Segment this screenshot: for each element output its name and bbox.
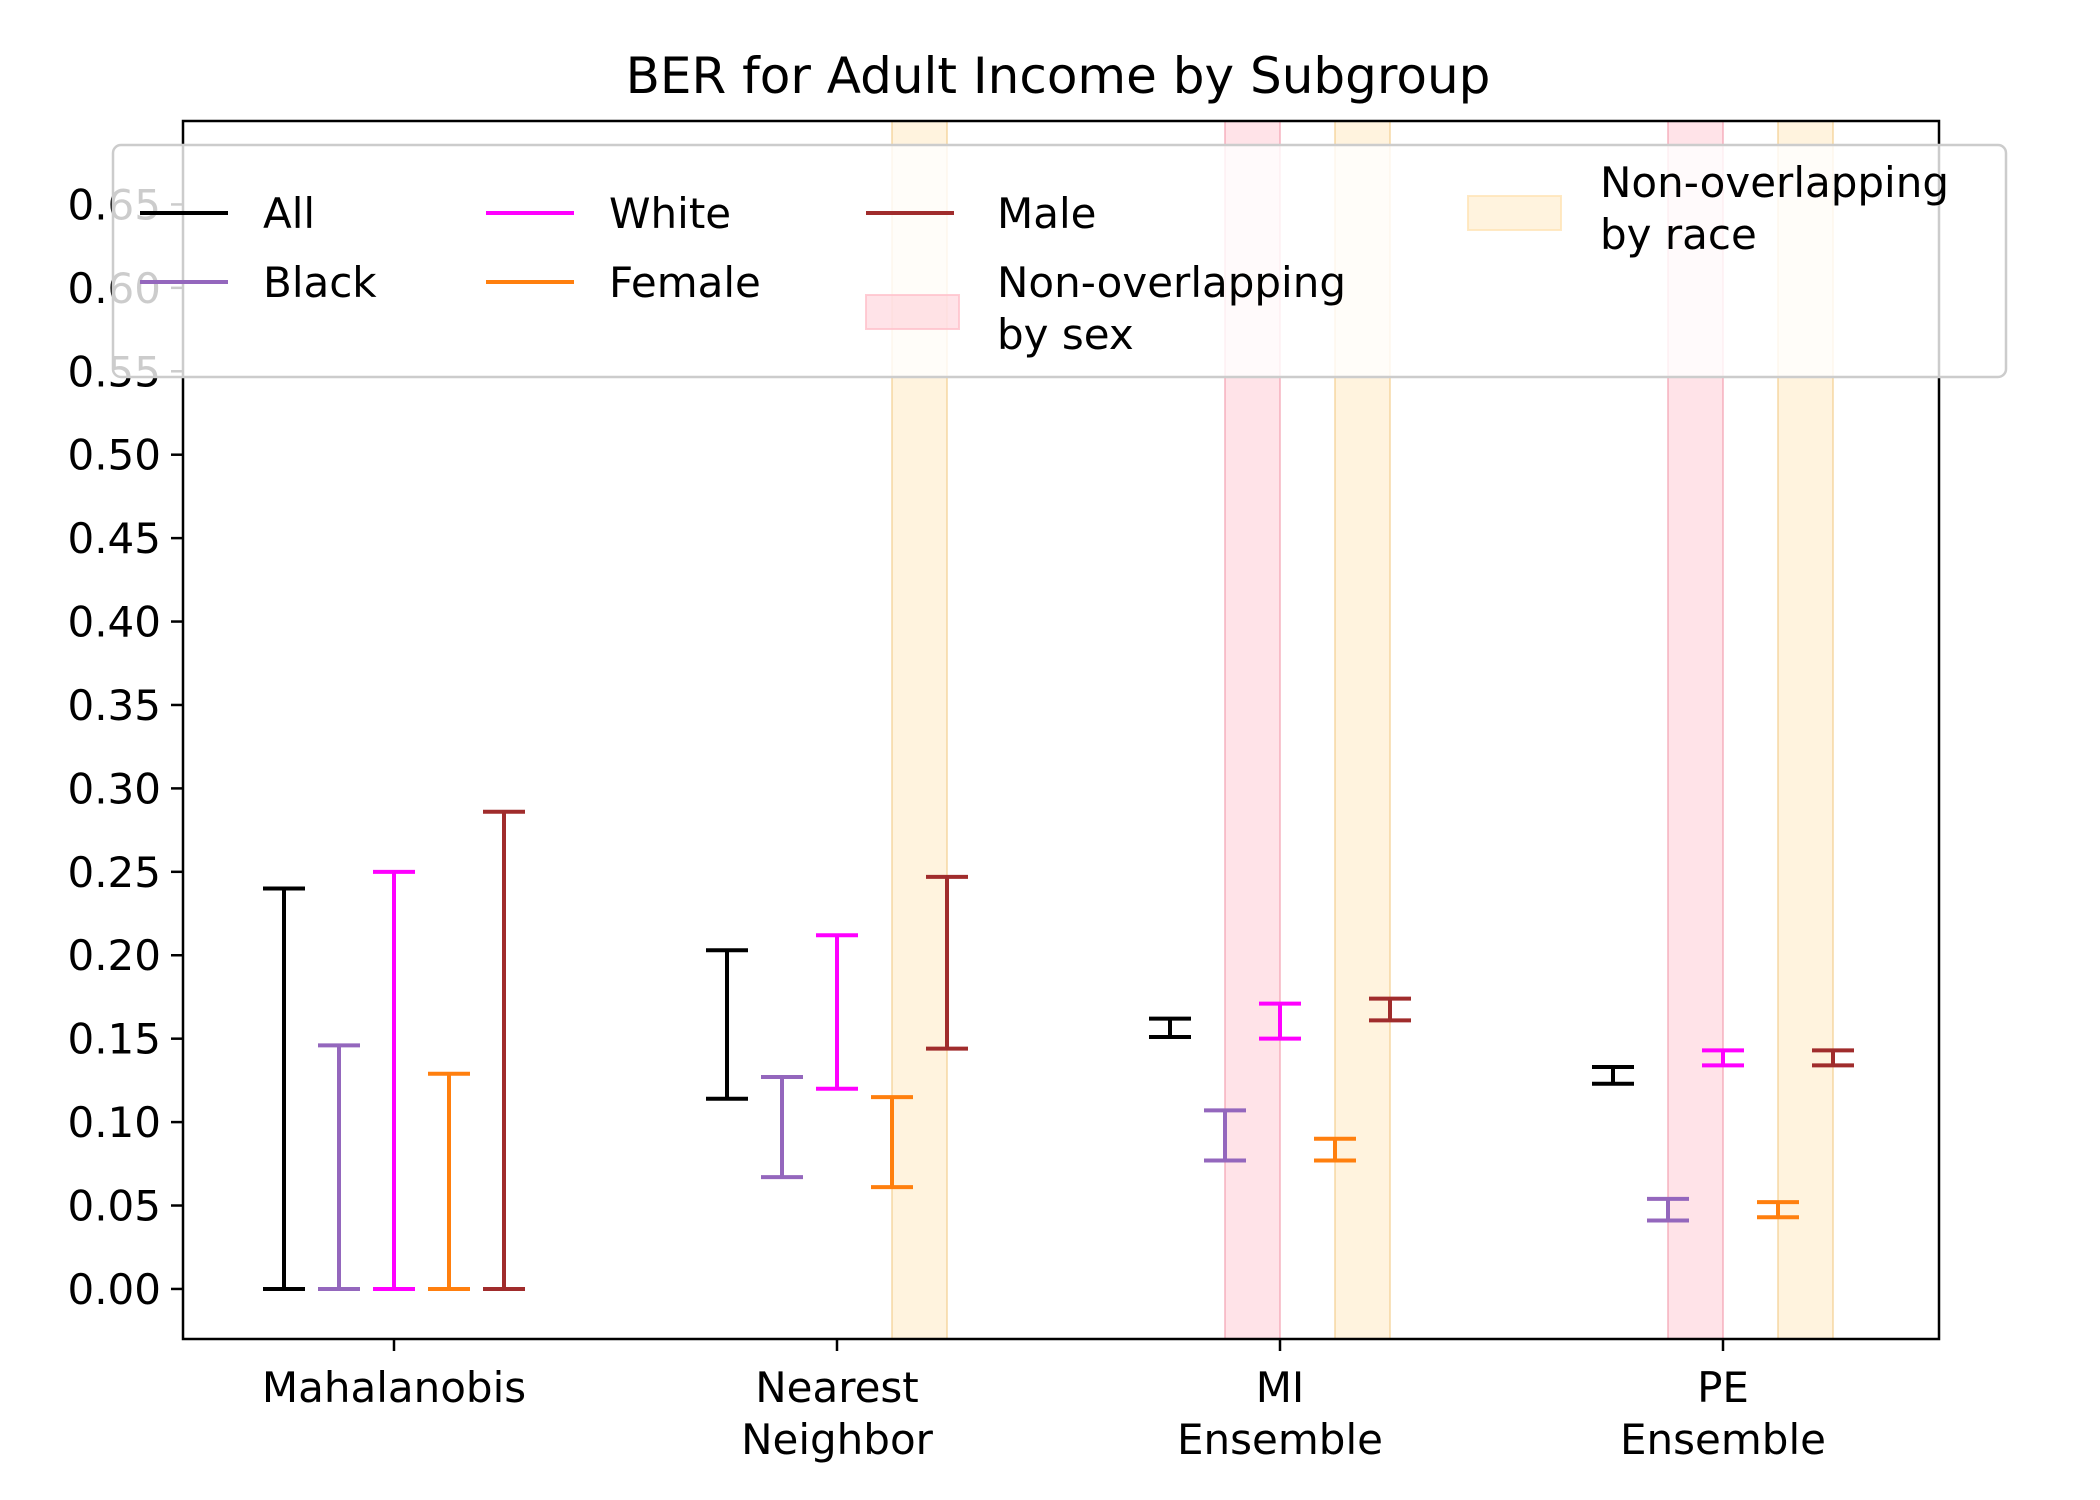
errorbar-all: [1592, 1065, 1634, 1086]
legend-item-all: All: [140, 189, 315, 238]
y-tick-label: 0.35: [67, 681, 161, 730]
errorbar-male: [1369, 996, 1411, 1023]
errorbar-all: [1149, 1016, 1191, 1040]
y-tick-label: 0.20: [67, 931, 161, 980]
x-category-label: Ensemble: [1177, 1415, 1383, 1464]
legend-item-female: Female: [486, 258, 761, 307]
legend-label: Non-overlapping: [1600, 158, 1949, 207]
errorbar-black: [1647, 1196, 1689, 1223]
y-tick-label: 0.15: [67, 1015, 161, 1064]
errorbar-female: [428, 1071, 470, 1291]
errorbar-male: [483, 809, 525, 1291]
x-axis: Mahalanobis NearestNeighborMIEnsemblePEEn…: [262, 1339, 1826, 1464]
errorbar-black: [1204, 1108, 1246, 1163]
legend: AllBlackWhiteFemaleMaleNon-overlappingby…: [111, 143, 2008, 379]
y-tick-label: 0.00: [67, 1265, 161, 1314]
legend-patch: [865, 294, 960, 330]
plot-frame: [181, 119, 1941, 1341]
y-tick-label: 0.45: [67, 514, 161, 563]
legend-label: by race: [1600, 210, 1757, 259]
y-tick-label: 0.25: [67, 848, 161, 897]
error-bars: [263, 809, 1854, 1291]
legend-item-black: Black: [140, 258, 377, 307]
x-category-label: PE: [1697, 1363, 1749, 1412]
errorbar-female: [1757, 1200, 1799, 1220]
errorbar-male: [1812, 1048, 1854, 1068]
legend-label: Male: [997, 189, 1096, 238]
x-category-label: MI: [1256, 1363, 1305, 1412]
legend-label: by sex: [997, 310, 1134, 359]
errorbar-all: [706, 948, 748, 1101]
x-category-label: Neighbor: [741, 1415, 934, 1464]
x-category-label: Mahalanobis: [262, 1363, 526, 1412]
y-tick-label: 0.10: [67, 1098, 161, 1147]
legend-item-white: White: [486, 189, 731, 238]
errorbar-white: [1702, 1048, 1744, 1068]
errorbar-male: [926, 874, 968, 1051]
legend-label: All: [263, 189, 315, 238]
chart-title: BER for Adult Income by Subgroup: [626, 47, 1491, 105]
legend-patch: [1467, 195, 1562, 231]
legend-item-male: Male: [866, 189, 1096, 238]
errorbar-female: [871, 1095, 913, 1190]
errorbar-all: [263, 886, 305, 1291]
legend-label: Black: [263, 258, 377, 307]
y-tick-label: 0.50: [67, 431, 161, 480]
legend-box: [111, 143, 2008, 379]
errorbar-white: [373, 869, 415, 1291]
y-tick-label: 0.40: [67, 598, 161, 647]
legend-label: White: [609, 189, 731, 238]
errorbar-white: [816, 933, 858, 1091]
x-category-label: Nearest: [755, 1363, 919, 1412]
legend-label: Non-overlapping: [997, 258, 1346, 307]
legend-label: Female: [609, 258, 761, 307]
y-tick-label: 0.05: [67, 1182, 161, 1231]
errorbar-white: [1259, 1001, 1301, 1041]
errorbar-black: [318, 1043, 360, 1291]
y-tick-label: 0.30: [67, 764, 161, 813]
errorbar-female: [1314, 1136, 1356, 1163]
errorbar-black: [761, 1075, 803, 1180]
x-category-label: Ensemble: [1620, 1415, 1826, 1464]
